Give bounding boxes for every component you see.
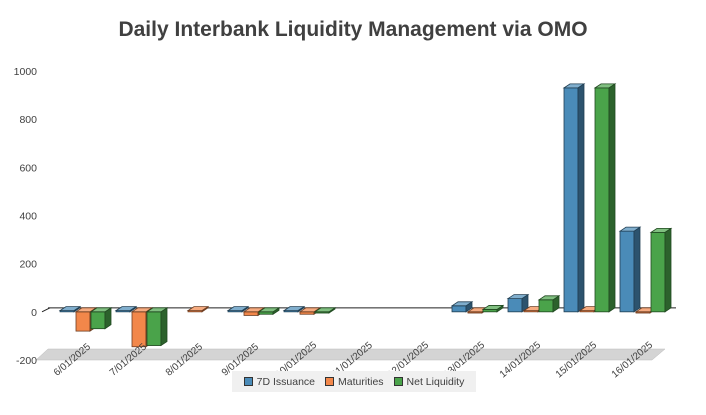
bar-maturities bbox=[186, 305, 210, 313]
bar-front bbox=[650, 231, 666, 313]
y-tick-label: 1000 bbox=[14, 66, 38, 78]
bar-top bbox=[242, 307, 266, 313]
bar-top bbox=[649, 227, 673, 233]
bar-front bbox=[563, 87, 579, 313]
bar-top bbox=[226, 306, 250, 312]
bar-top bbox=[114, 306, 138, 312]
bar-front bbox=[243, 311, 259, 316]
bar-side bbox=[577, 83, 585, 313]
y-tick-label: 0 bbox=[31, 307, 37, 319]
y-tick-label: 400 bbox=[19, 211, 37, 223]
bar-top bbox=[618, 226, 642, 232]
bar-top bbox=[58, 306, 82, 312]
bar-front bbox=[538, 299, 554, 313]
legend-label: Net Liquidity bbox=[406, 375, 465, 388]
bar-7d-issuance bbox=[562, 83, 586, 313]
legend-item: 7D Issuance bbox=[243, 375, 316, 388]
bar-front bbox=[75, 311, 91, 332]
bar-front bbox=[619, 230, 635, 313]
chart-title: Daily Interbank Liquidity Management via… bbox=[118, 18, 588, 41]
chart-floor bbox=[35, 348, 666, 361]
legend-label: 7D Issuance bbox=[256, 375, 316, 388]
bar-net-liquidity bbox=[593, 83, 617, 313]
bar-side bbox=[608, 83, 616, 313]
y-tick-label: 800 bbox=[19, 114, 37, 126]
bar-front bbox=[90, 311, 106, 330]
bar-front bbox=[146, 311, 162, 346]
bar-top bbox=[593, 83, 617, 89]
bar-7d-issuance bbox=[506, 293, 530, 313]
bar-front bbox=[131, 311, 147, 348]
bar-7d-issuance bbox=[282, 305, 306, 313]
bar-net-liquidity bbox=[89, 307, 113, 330]
bar-top bbox=[481, 305, 505, 310]
bar-top bbox=[562, 83, 586, 89]
legend-swatch bbox=[243, 377, 253, 386]
bar-side bbox=[160, 307, 168, 347]
bar-net-liquidity bbox=[537, 295, 561, 313]
y-tick-label: 600 bbox=[19, 162, 37, 174]
bar-top bbox=[282, 306, 306, 312]
bar-top bbox=[506, 294, 530, 299]
bar-front bbox=[507, 298, 523, 313]
bar-top bbox=[74, 307, 98, 313]
bar-net-liquidity bbox=[313, 307, 337, 314]
bar-7d-issuance bbox=[226, 305, 250, 313]
legend-swatch bbox=[393, 377, 403, 386]
bar-7d-issuance bbox=[450, 301, 474, 313]
bar-top bbox=[537, 295, 561, 301]
bar-net-liquidity bbox=[145, 307, 169, 347]
bar-top bbox=[257, 307, 281, 313]
bar-top bbox=[130, 307, 154, 313]
bar-net-liquidity bbox=[649, 227, 673, 313]
legend-swatch bbox=[325, 377, 335, 386]
legend-item: Maturities bbox=[325, 376, 384, 388]
legend-label: Maturities bbox=[338, 375, 384, 388]
bar-top bbox=[145, 307, 169, 313]
y-tick-label: 200 bbox=[19, 259, 37, 271]
bar-net-liquidity bbox=[257, 307, 281, 315]
y-tick-label: -200 bbox=[16, 355, 37, 367]
bar-7d-issuance bbox=[114, 305, 138, 313]
bar-front bbox=[451, 305, 467, 313]
bar-top bbox=[298, 307, 322, 313]
zero-baseline-edge bbox=[41, 307, 51, 313]
bar-7d-issuance bbox=[58, 305, 82, 313]
bar-side bbox=[633, 226, 641, 313]
legend: 7D Issuance Maturities Net Liquidity bbox=[232, 371, 476, 392]
bar-net-liquidity bbox=[481, 304, 505, 313]
bar-top bbox=[450, 301, 474, 307]
bar-side bbox=[664, 227, 672, 313]
bar-front bbox=[594, 87, 610, 313]
legend-item: Net Liquidity bbox=[393, 375, 465, 388]
bar-7d-issuance bbox=[618, 226, 642, 313]
bar-top bbox=[313, 307, 337, 313]
bar-top bbox=[186, 306, 210, 312]
bar-top bbox=[89, 307, 113, 313]
